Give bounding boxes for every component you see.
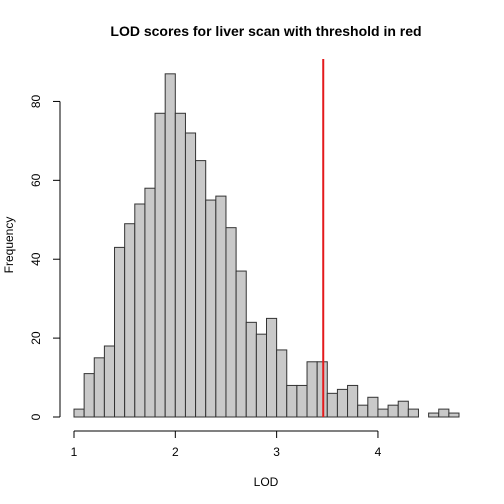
y-tick-label: 60 [29, 173, 43, 187]
bars-group [73, 73, 460, 418]
histogram-bar [347, 384, 359, 418]
y-tick-label: 0 [29, 413, 43, 420]
histogram-bar [266, 317, 278, 418]
histogram-bar [93, 357, 105, 418]
histogram-bar [103, 345, 116, 418]
histogram-bar [134, 203, 146, 418]
histogram-bar [397, 400, 409, 418]
histogram-bar [215, 195, 227, 418]
histogram-bar [114, 246, 126, 418]
histogram-bar [387, 404, 399, 418]
y-tick-label: 40 [29, 252, 43, 266]
histogram-bar [195, 160, 207, 418]
histogram-bar [448, 412, 460, 418]
histogram-bar [144, 187, 156, 418]
histogram-bar [73, 408, 85, 418]
chart-title: LOD scores for liver scan with threshold… [110, 23, 421, 39]
y-axis-label: Frequency [2, 217, 16, 274]
histogram-bar [255, 333, 267, 418]
x-axis-label: LOD [254, 475, 279, 489]
histogram-bar [154, 112, 166, 418]
histogram-bar [326, 392, 338, 418]
histogram-bar [357, 404, 369, 418]
x-tick-label: 1 [71, 445, 78, 459]
x-tick-label: 3 [273, 445, 280, 459]
histogram-bar [428, 412, 440, 418]
histogram-bar [316, 361, 328, 418]
x-tick-label: 4 [375, 445, 382, 459]
histogram-bar [184, 132, 197, 418]
histogram-bar [225, 227, 237, 418]
histogram-bar [235, 270, 247, 418]
histogram-bar [296, 384, 308, 418]
histogram-bar [83, 373, 95, 418]
histogram-bar [205, 199, 217, 418]
histogram-bar [377, 408, 389, 418]
histogram-bar [306, 361, 318, 418]
histogram-bar [245, 321, 257, 418]
x-tick-label: 2 [172, 445, 179, 459]
histogram-bar [438, 408, 450, 418]
histogram-bar [276, 349, 288, 418]
y-tick-label: 80 [29, 94, 43, 108]
histogram-bar [407, 408, 419, 418]
y-axis: 0 20 40 60 80 [29, 94, 61, 420]
histogram-bar [336, 388, 349, 418]
histogram-bar [367, 396, 379, 418]
histogram-bar [286, 384, 298, 418]
histogram-bar [124, 223, 136, 418]
x-axis: 1 2 3 4 [71, 430, 382, 459]
histogram-bar [174, 112, 186, 418]
histogram-bar [164, 73, 176, 418]
y-tick-label: 20 [29, 331, 43, 345]
